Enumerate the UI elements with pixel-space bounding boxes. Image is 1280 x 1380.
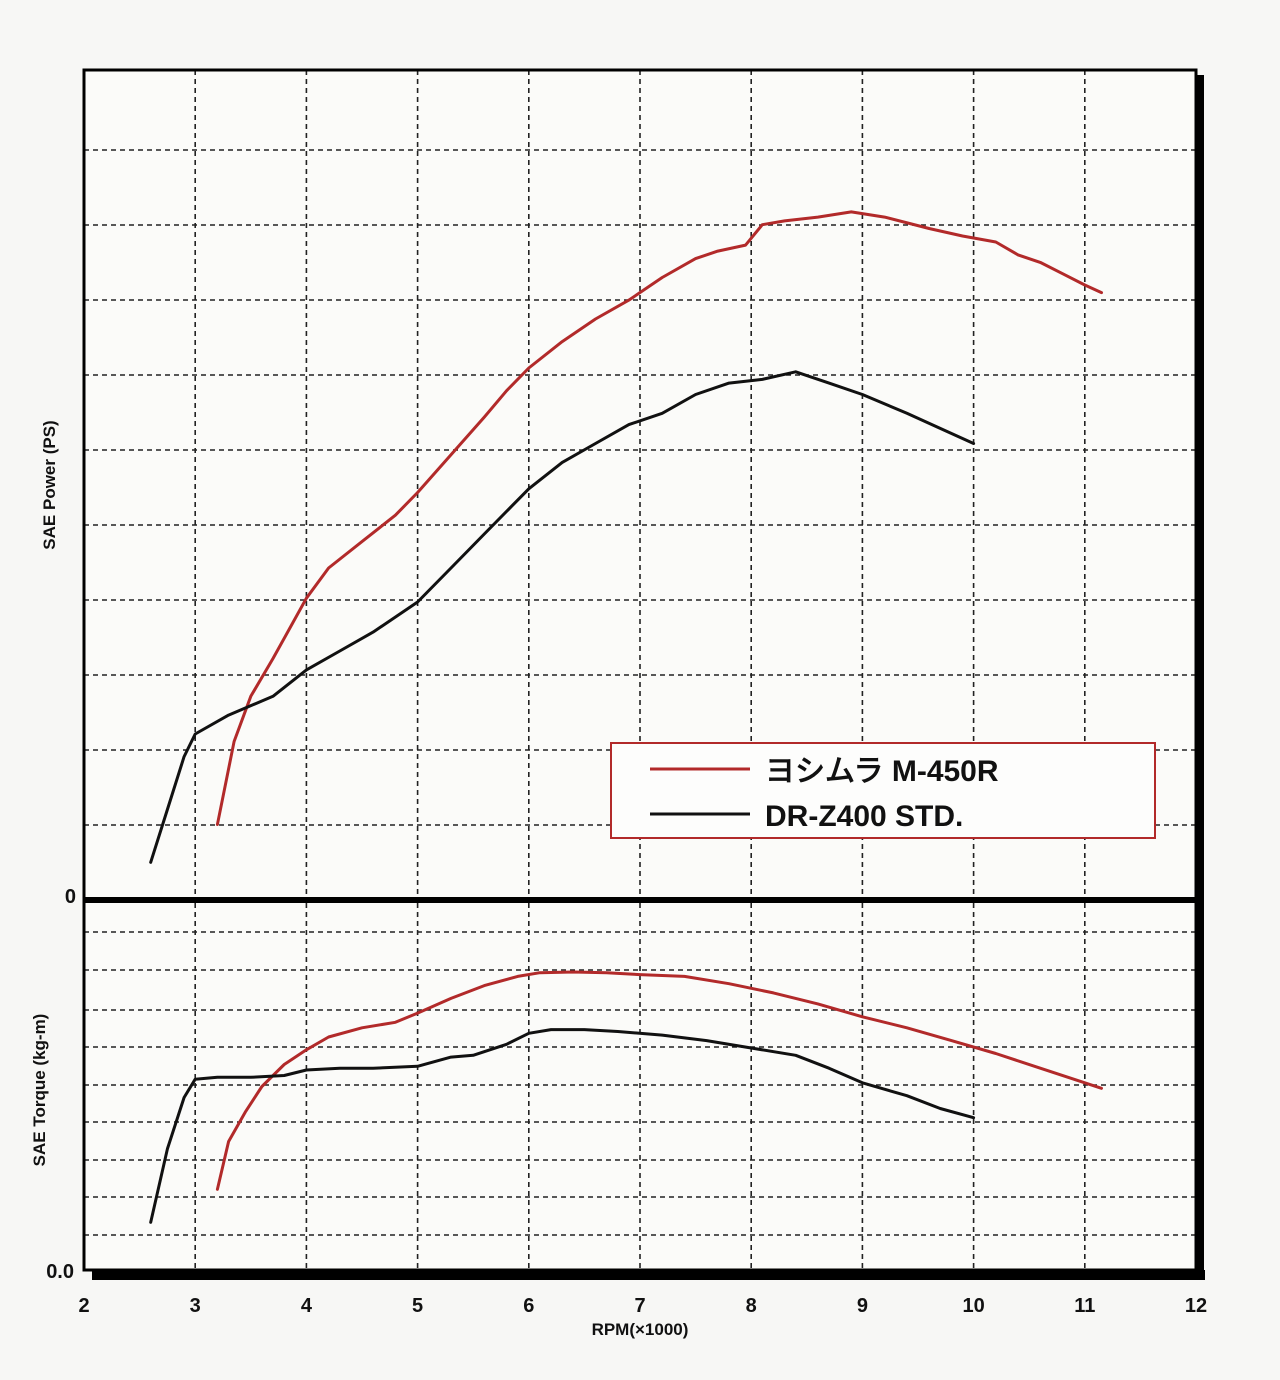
x-tick-label: 10 bbox=[962, 1295, 984, 1317]
torque-line-drz400 bbox=[149, 1028, 976, 1224]
grid-lines bbox=[84, 70, 1196, 1270]
legend-box bbox=[610, 742, 1156, 839]
x-tick-label: 6 bbox=[523, 1295, 534, 1317]
x-tick-label: 8 bbox=[746, 1295, 757, 1317]
x-tick-label: 2 bbox=[78, 1295, 89, 1317]
x-tick-label: 11 bbox=[1074, 1295, 1095, 1317]
legend: ヨシムラ M-450R DR-Z400 STD. bbox=[610, 742, 1156, 839]
x-tick-label: 12 bbox=[1185, 1295, 1207, 1317]
x-tick-label: 3 bbox=[190, 1295, 201, 1317]
series-lines bbox=[149, 210, 1103, 1224]
x-tick-label: 7 bbox=[634, 1295, 645, 1317]
torque-axis-title: SAE Torque (kg-m) bbox=[30, 1014, 49, 1167]
x-tick-labels: 2 3 4 5 6 7 8 9 10 11 12 bbox=[78, 1295, 1207, 1317]
legend-label-m450r: ヨシムラ M-450R bbox=[765, 755, 999, 788]
x-tick-label: 5 bbox=[412, 1295, 423, 1317]
x-tick-label: 9 bbox=[857, 1295, 868, 1317]
x-axis-title: RPM(×1000) bbox=[592, 1320, 689, 1339]
power-line-m450r bbox=[215, 210, 1103, 826]
power-zero-label: 0 bbox=[65, 886, 76, 908]
power-axis-title: SAE Power (PS) bbox=[40, 420, 59, 549]
legend-label-drz400: DR-Z400 STD. bbox=[765, 800, 963, 833]
torque-zero-label: 0.0 bbox=[46, 1261, 74, 1283]
x-tick-label: 4 bbox=[301, 1295, 313, 1317]
torque-line-m450r bbox=[215, 970, 1103, 1191]
power-line-drz400 bbox=[149, 370, 976, 864]
